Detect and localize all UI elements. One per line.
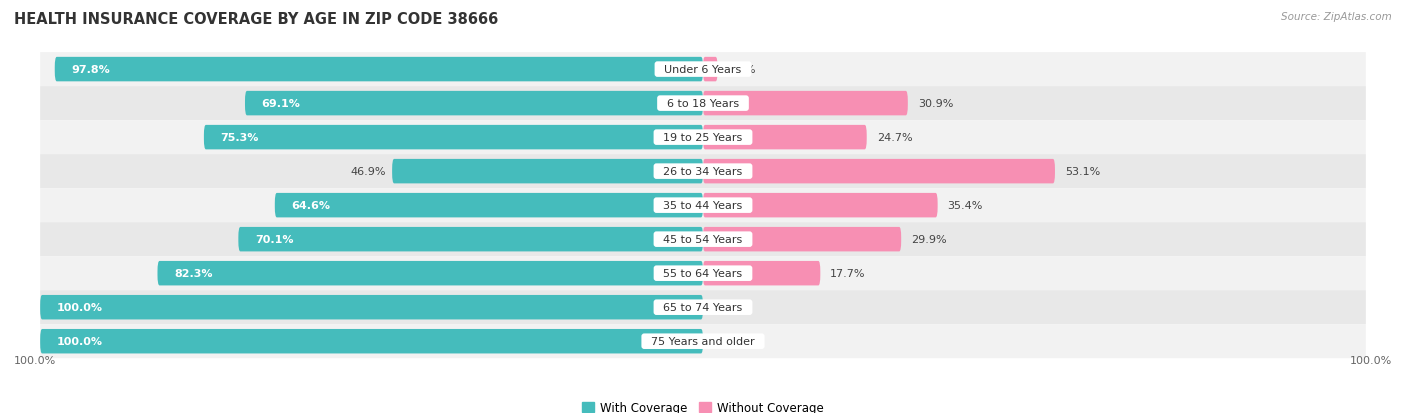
- Text: 26 to 34 Years: 26 to 34 Years: [657, 167, 749, 177]
- FancyBboxPatch shape: [41, 290, 1365, 325]
- FancyBboxPatch shape: [41, 325, 1365, 358]
- Legend: With Coverage, Without Coverage: With Coverage, Without Coverage: [582, 401, 824, 413]
- FancyBboxPatch shape: [703, 126, 866, 150]
- Text: 30.9%: 30.9%: [918, 99, 953, 109]
- Text: 35.4%: 35.4%: [948, 201, 983, 211]
- Text: 29.9%: 29.9%: [911, 235, 946, 244]
- FancyBboxPatch shape: [703, 228, 901, 252]
- Text: 100.0%: 100.0%: [1350, 355, 1392, 365]
- FancyBboxPatch shape: [703, 261, 820, 286]
- Text: 0.0%: 0.0%: [713, 302, 741, 313]
- Text: 75.3%: 75.3%: [221, 133, 259, 143]
- Text: 24.7%: 24.7%: [877, 133, 912, 143]
- FancyBboxPatch shape: [703, 58, 717, 82]
- Text: HEALTH INSURANCE COVERAGE BY AGE IN ZIP CODE 38666: HEALTH INSURANCE COVERAGE BY AGE IN ZIP …: [14, 12, 498, 27]
- FancyBboxPatch shape: [41, 223, 1365, 256]
- Text: 46.9%: 46.9%: [350, 167, 385, 177]
- Text: 65 to 74 Years: 65 to 74 Years: [657, 302, 749, 313]
- FancyBboxPatch shape: [41, 256, 1365, 290]
- Text: 100.0%: 100.0%: [56, 302, 103, 313]
- Text: 35 to 44 Years: 35 to 44 Years: [657, 201, 749, 211]
- FancyBboxPatch shape: [703, 92, 908, 116]
- Text: 6 to 18 Years: 6 to 18 Years: [659, 99, 747, 109]
- Text: 45 to 54 Years: 45 to 54 Years: [657, 235, 749, 244]
- Text: 69.1%: 69.1%: [262, 99, 301, 109]
- FancyBboxPatch shape: [41, 155, 1365, 189]
- FancyBboxPatch shape: [392, 159, 703, 184]
- FancyBboxPatch shape: [157, 261, 703, 286]
- Text: Source: ZipAtlas.com: Source: ZipAtlas.com: [1281, 12, 1392, 22]
- Text: 64.6%: 64.6%: [291, 201, 330, 211]
- FancyBboxPatch shape: [41, 121, 1365, 155]
- Text: 19 to 25 Years: 19 to 25 Years: [657, 133, 749, 143]
- Text: 2.2%: 2.2%: [727, 65, 756, 75]
- FancyBboxPatch shape: [245, 92, 703, 116]
- FancyBboxPatch shape: [41, 189, 1365, 223]
- Text: 70.1%: 70.1%: [254, 235, 294, 244]
- Text: 17.7%: 17.7%: [831, 268, 866, 278]
- FancyBboxPatch shape: [239, 228, 703, 252]
- Text: 100.0%: 100.0%: [14, 355, 56, 365]
- FancyBboxPatch shape: [41, 53, 1365, 87]
- Text: 0.0%: 0.0%: [713, 337, 741, 347]
- FancyBboxPatch shape: [703, 159, 1054, 184]
- FancyBboxPatch shape: [55, 58, 703, 82]
- Text: 75 Years and older: 75 Years and older: [644, 337, 762, 347]
- Text: 53.1%: 53.1%: [1064, 167, 1099, 177]
- FancyBboxPatch shape: [703, 193, 938, 218]
- FancyBboxPatch shape: [204, 126, 703, 150]
- Text: Under 6 Years: Under 6 Years: [658, 65, 748, 75]
- Text: 55 to 64 Years: 55 to 64 Years: [657, 268, 749, 278]
- FancyBboxPatch shape: [41, 329, 703, 354]
- FancyBboxPatch shape: [41, 295, 703, 320]
- Text: 100.0%: 100.0%: [56, 337, 103, 347]
- FancyBboxPatch shape: [274, 193, 703, 218]
- FancyBboxPatch shape: [41, 87, 1365, 121]
- Text: 82.3%: 82.3%: [174, 268, 212, 278]
- Text: 97.8%: 97.8%: [72, 65, 110, 75]
